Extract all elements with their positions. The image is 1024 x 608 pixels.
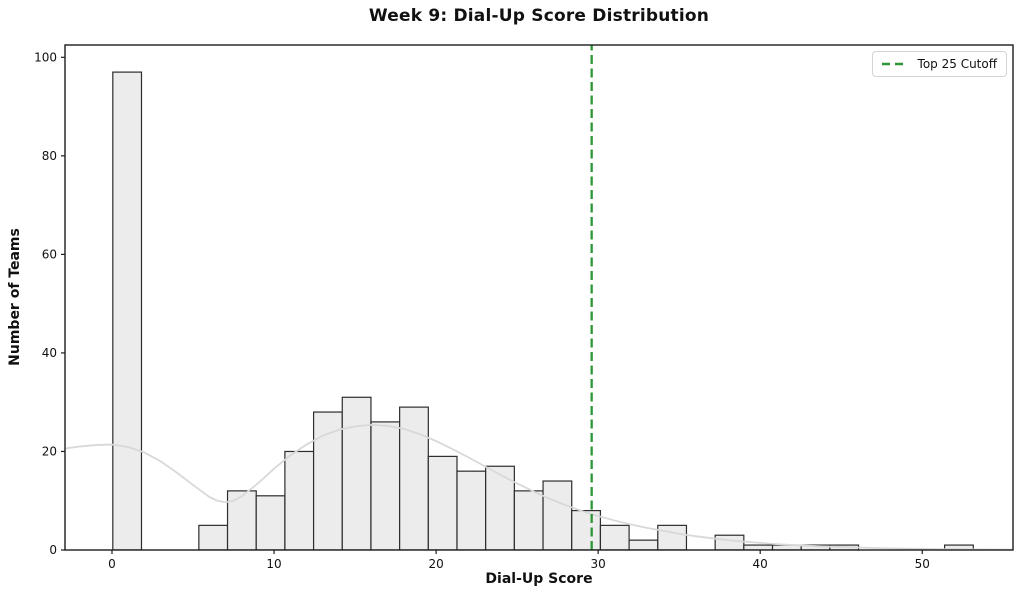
x-tick-label: 0 <box>108 557 116 571</box>
histogram-bar <box>571 509 602 550</box>
y-tick-label: 20 <box>42 444 57 458</box>
x-tick-label: 40 <box>753 557 768 571</box>
y-tick-label: 80 <box>42 149 57 163</box>
y-tick-label: 100 <box>34 50 57 64</box>
histogram-bar <box>341 396 372 550</box>
histogram-bar <box>284 450 315 550</box>
histogram-bar <box>743 544 774 550</box>
x-tick-label: 20 <box>428 557 443 571</box>
x-axis-label: Dial-Up Score <box>485 571 593 587</box>
legend-label: Top 25 Cutoff <box>917 57 997 71</box>
histogram-bar <box>112 71 143 550</box>
histogram-bar <box>198 524 229 550</box>
legend: Top 25 Cutoff <box>871 51 1007 77</box>
y-tick-label: 60 <box>42 247 57 261</box>
histogram-bar <box>628 539 659 550</box>
histogram-bar <box>456 470 487 550</box>
histogram-bar <box>657 524 688 550</box>
kde-curve <box>65 423 1013 550</box>
x-tick-label: 50 <box>915 557 930 571</box>
y-axis-label: Number of Teams <box>7 228 23 366</box>
histogram-bar <box>255 495 286 550</box>
histogram-bar <box>370 421 401 550</box>
x-tick-label: 10 <box>266 557 281 571</box>
histogram-bar <box>485 465 515 550</box>
histogram-bar <box>542 480 573 550</box>
axes-border <box>64 44 1014 551</box>
histogram-bar <box>312 411 343 550</box>
histogram-bar <box>599 524 630 550</box>
x-tick-label: 30 <box>591 557 606 571</box>
histogram-bar <box>226 490 257 550</box>
histogram-bar <box>427 455 458 550</box>
dashed-line-icon <box>881 62 908 66</box>
y-tick-label: 0 <box>49 543 57 557</box>
chart-title: Week 9: Dial-Up Score Distribution <box>368 6 710 26</box>
histogram-bar <box>714 534 745 550</box>
histogram-bar <box>944 544 974 550</box>
histogram-bar <box>513 490 544 550</box>
y-tick-label: 40 <box>42 346 57 360</box>
